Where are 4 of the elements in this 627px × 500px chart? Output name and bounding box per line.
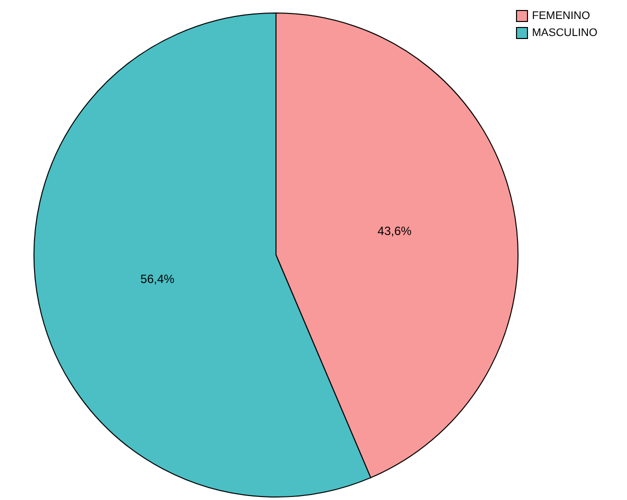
data-label: 43,6%	[378, 224, 412, 238]
legend-label: MASCULINO	[532, 27, 598, 39]
data-label: 56,4%	[140, 272, 175, 286]
legend-label: FEMENINO	[532, 10, 590, 22]
